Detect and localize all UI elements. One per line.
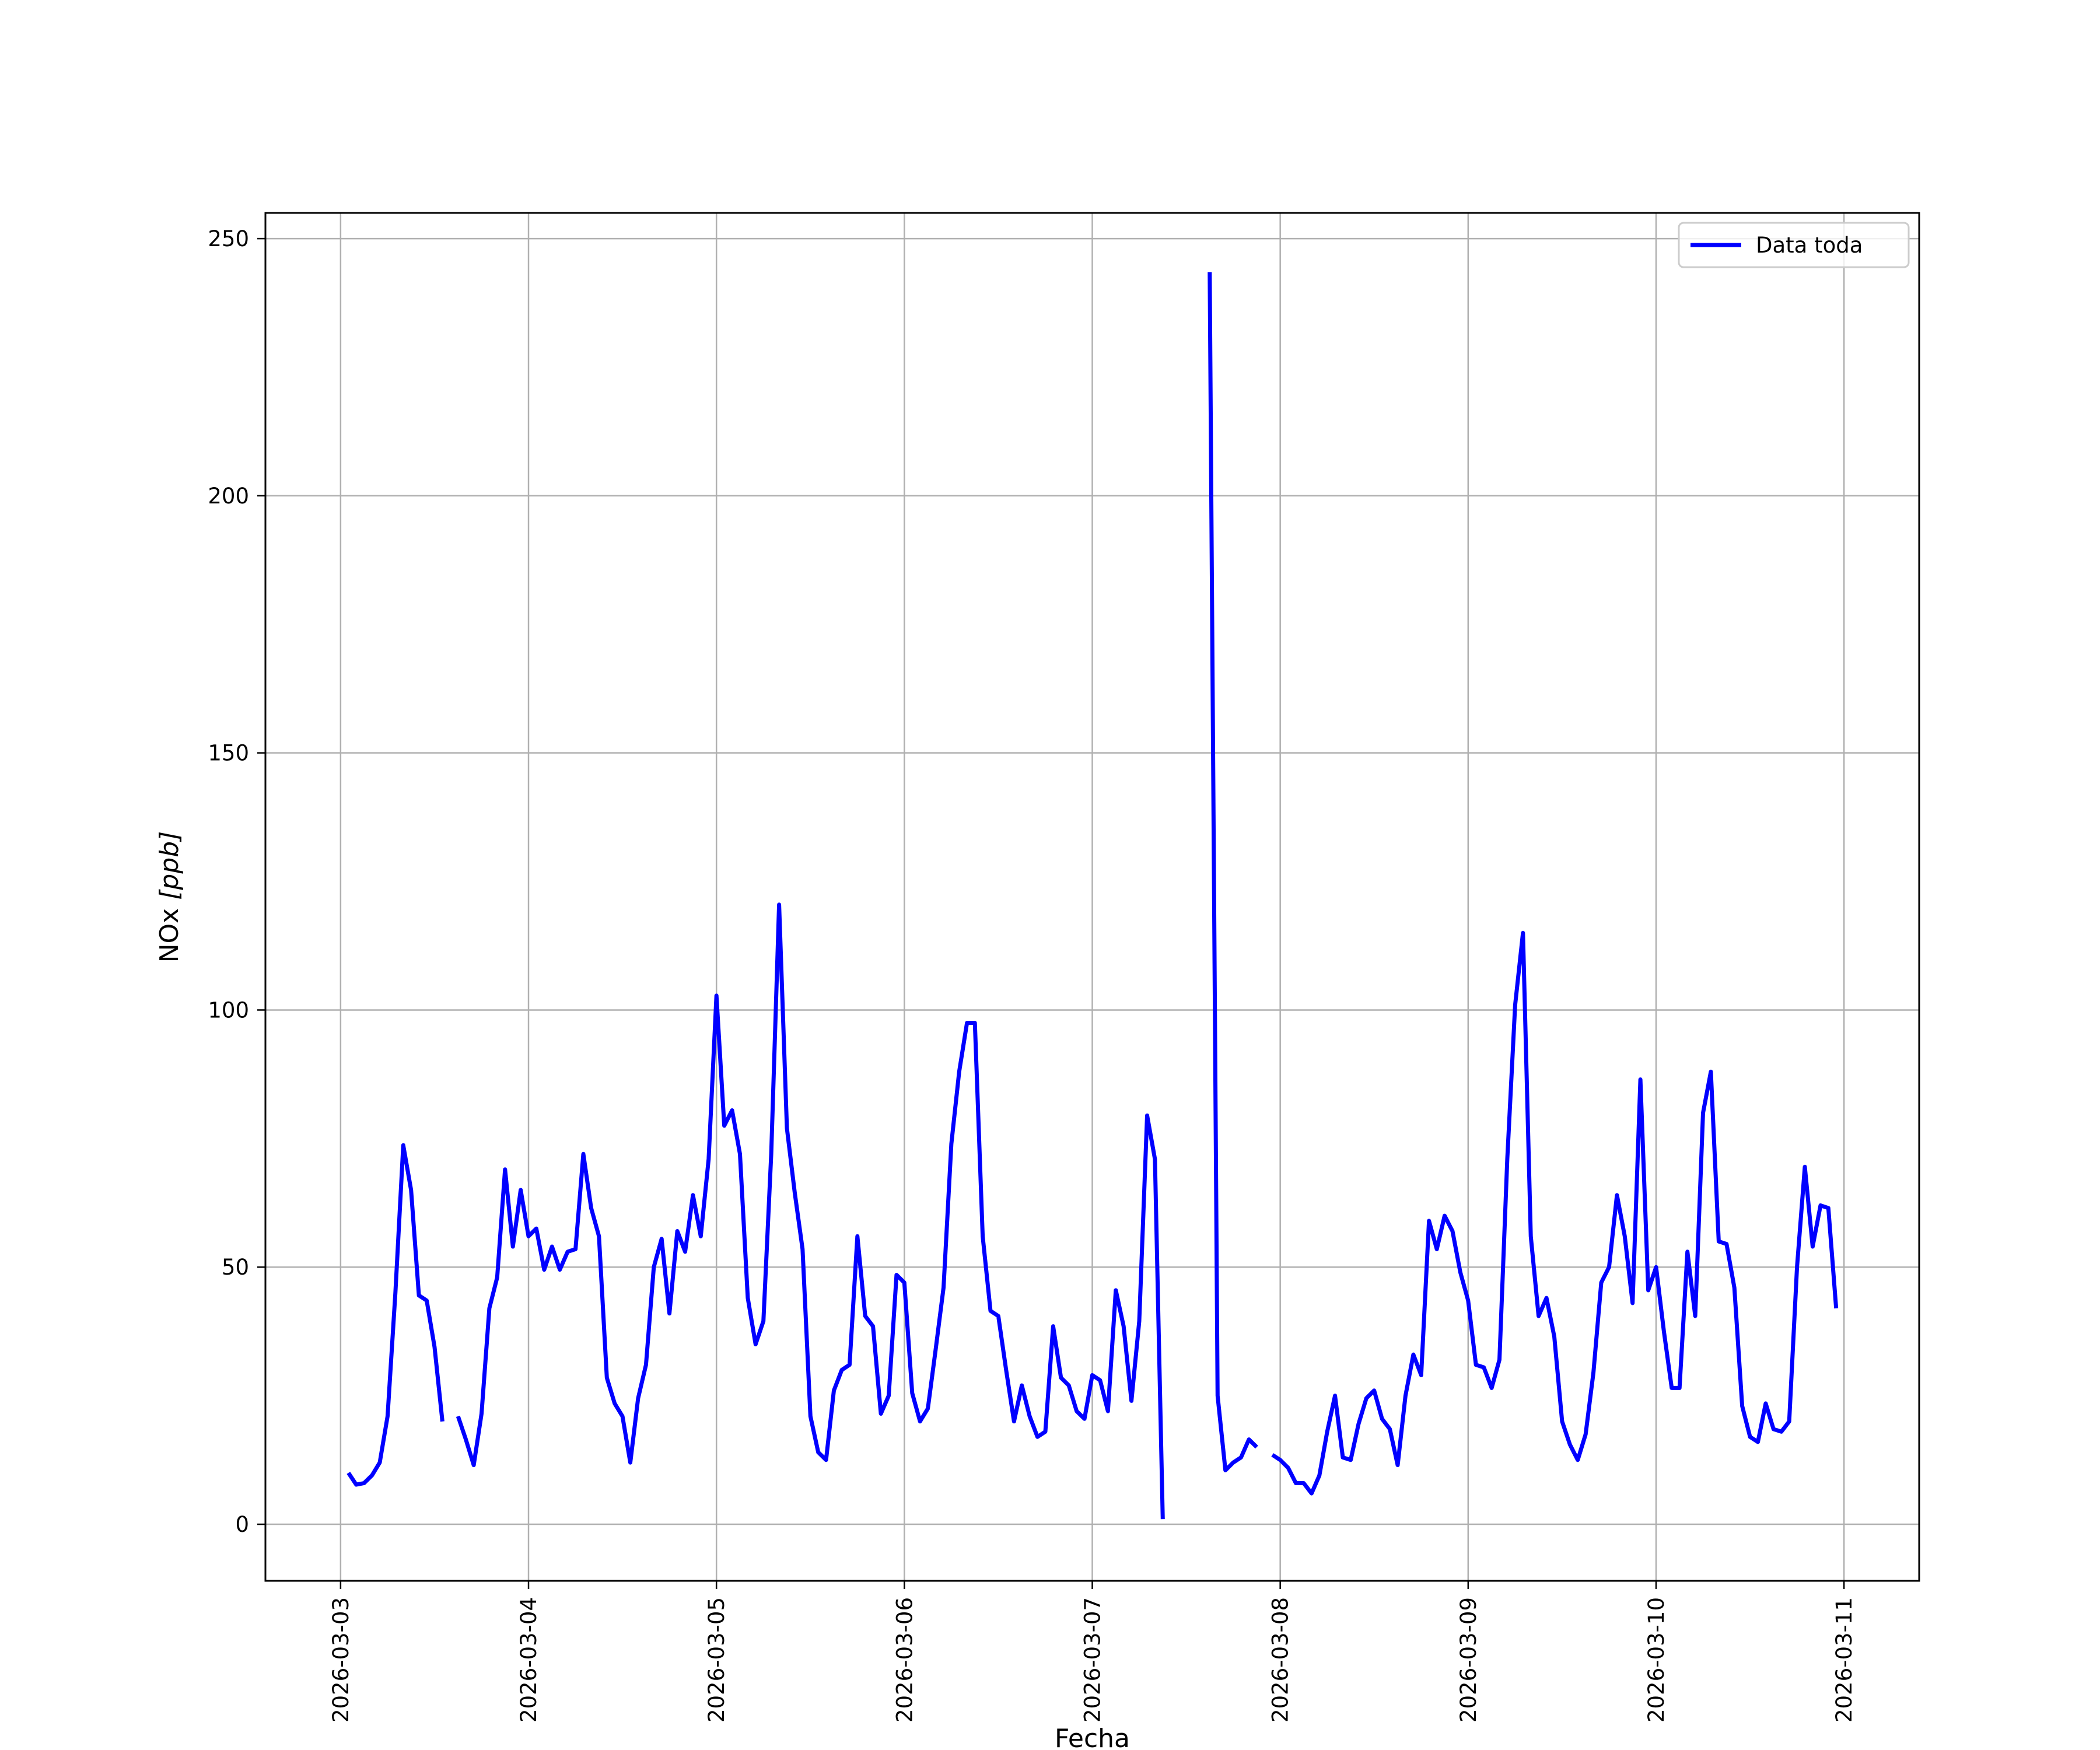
y-axis: 0 50 100 150 200 250 — [208, 226, 265, 1537]
legend: Data toda — [1678, 222, 1910, 268]
y-axis-label-unit: [ppb] — [155, 831, 184, 900]
series-line-segment — [346, 1143, 444, 1487]
grid — [265, 213, 1919, 1581]
series-layer — [346, 272, 1839, 1520]
y-tick-label: 150 — [208, 741, 249, 766]
legend-label-data-toda: Data toda — [1756, 233, 1863, 258]
x-tick-label: 2026-03-10 — [1644, 1597, 1669, 1723]
x-tick-label: 2026-03-06 — [892, 1597, 917, 1723]
x-axis-label: Fecha — [1055, 1724, 1130, 1750]
x-tick-label: 2026-03-08 — [1268, 1597, 1293, 1723]
y-axis-label: NOx [ppb] — [155, 831, 184, 963]
x-tick-label: 2026-03-04 — [516, 1597, 541, 1723]
series-line-segment — [1271, 930, 1839, 1496]
y-tick-label: 0 — [235, 1512, 249, 1537]
y-axis-label-main: NOx — [155, 900, 184, 963]
x-tick-label: 2026-03-03 — [328, 1597, 354, 1723]
x-tick-label: 2026-03-09 — [1456, 1597, 1481, 1723]
y-tick-label: 250 — [208, 226, 249, 251]
legend-box — [1678, 222, 1910, 268]
x-axis: 2026-03-03 2026-03-04 2026-03-05 2026-03-06… — [328, 1581, 1857, 1723]
x-tick-label: 2026-03-11 — [1832, 1597, 1857, 1723]
series-line-segment — [456, 902, 1165, 1520]
x-tick-label: 2026-03-07 — [1080, 1597, 1105, 1723]
x-tick-label: 2026-03-05 — [704, 1597, 729, 1723]
y-tick-label: 200 — [208, 484, 249, 509]
y-tick-label: 100 — [208, 998, 249, 1023]
series-line-segment — [1208, 272, 1258, 1472]
y-tick-label: 50 — [222, 1255, 249, 1280]
